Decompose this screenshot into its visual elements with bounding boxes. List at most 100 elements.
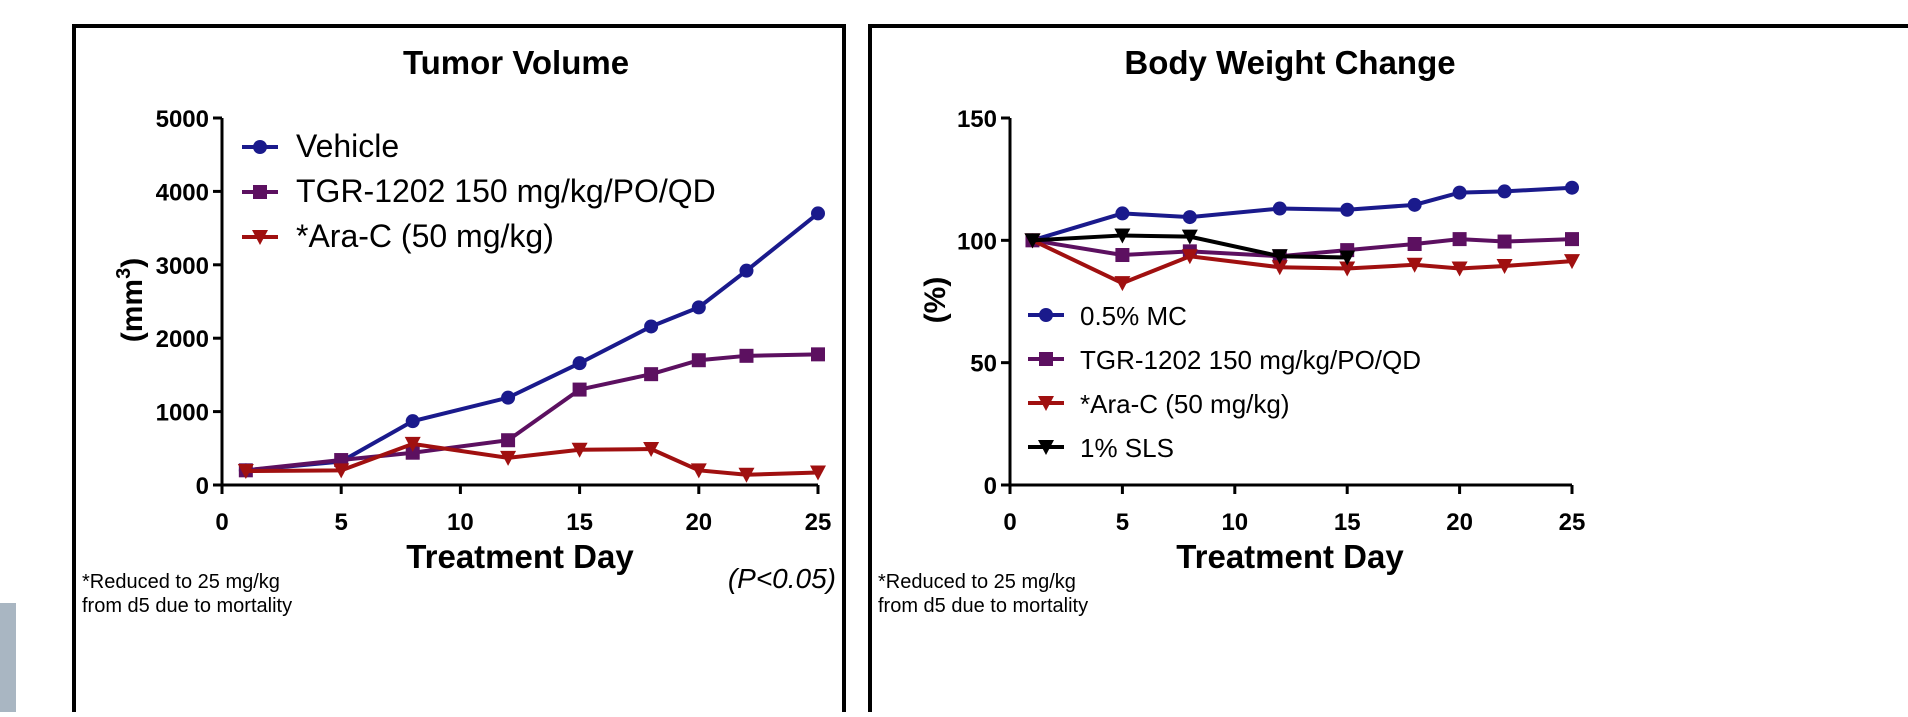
data-point: [237, 464, 254, 480]
footnote: from d5 due to mortality: [878, 595, 1088, 617]
data-point: [738, 467, 755, 483]
data-point: [644, 319, 659, 334]
data-point: [1272, 201, 1287, 216]
legend-marker: [252, 230, 268, 245]
legend-marker: [1038, 440, 1054, 455]
data-point: [1340, 202, 1355, 217]
data-point: [1271, 260, 1288, 276]
data-point: [572, 356, 587, 371]
x-tick-label: 10: [447, 509, 474, 536]
y-axis-label-sup: 3: [113, 268, 135, 279]
y-tick-label: 2000: [156, 326, 209, 353]
panel-frame: [72, 24, 846, 717]
y-tick-label: 50: [970, 351, 997, 378]
x-axis-label: Treatment Day: [1176, 538, 1404, 575]
y-axis-label: (mm3): [113, 258, 149, 342]
data-point: [690, 463, 707, 479]
data-point: [1497, 184, 1512, 199]
data-point: [739, 263, 754, 278]
data-point: [691, 353, 706, 368]
x-tick-label: 15: [1334, 509, 1361, 536]
panel-frame: [868, 24, 1908, 717]
data-point: [1452, 232, 1467, 247]
y-tick-label: 5000: [156, 106, 209, 133]
data-point: [1024, 233, 1041, 249]
data-point: [501, 433, 516, 448]
y-tick-label: 1000: [156, 400, 209, 427]
y-tick-label: 4000: [156, 179, 209, 206]
legend-entry: Vehicle: [296, 128, 399, 164]
data-point: [643, 442, 660, 458]
legend-marker: [1039, 352, 1053, 366]
data-point: [644, 367, 659, 382]
data-point: [571, 442, 588, 458]
series-line-1: [1031, 185, 1573, 243]
data-point: [1496, 259, 1513, 275]
data-point: [405, 445, 420, 460]
chart-panel-2: Body Weight Change 0 50 100 150 0 5 10 15 20 25 Tre…: [868, 24, 1908, 717]
series-line-2: [245, 352, 819, 473]
data-point: [1451, 261, 1468, 277]
data-point: [1339, 250, 1356, 266]
data-point: [404, 436, 421, 452]
y-tick-label: 150: [957, 106, 997, 133]
legend-marker: [253, 185, 267, 199]
data-point: [1565, 180, 1579, 195]
legend-entry: *Ara-C (50 mg/kg): [296, 218, 554, 254]
chart-panel-1: Tumor Volume 0 1000 2000 3000 4000 5000 0 5 10 15 2…: [72, 24, 846, 717]
data-point: [1406, 257, 1423, 273]
series-line-3: [1031, 238, 1573, 286]
y-axis-label-text: (%): [919, 277, 952, 324]
x-tick-label: 25: [805, 509, 832, 536]
x-tick-label: 5: [1116, 509, 1129, 536]
data-point: [333, 463, 350, 479]
data-point: [501, 390, 516, 405]
x-tick-label: 25: [1559, 509, 1586, 536]
data-point: [1271, 249, 1288, 265]
data-point: [1115, 206, 1130, 221]
x-tick-label: 20: [685, 509, 712, 536]
data-point: [1114, 276, 1131, 292]
data-point: [1114, 228, 1131, 244]
data-point: [1182, 210, 1197, 225]
footnote: *Reduced to 25 mg/kg: [82, 571, 280, 593]
y-axis-label-close: ): [116, 258, 149, 268]
legend-marker: [1039, 308, 1053, 322]
p-value-label: (P<0.05): [728, 563, 836, 594]
legend-entry: 0.5% MC: [1080, 301, 1187, 331]
data-point: [811, 206, 825, 221]
legend-entry: 1% SLS: [1080, 433, 1174, 463]
data-point: [1339, 261, 1356, 277]
series-line-2: [1032, 237, 1573, 259]
x-tick-label: 15: [566, 509, 593, 536]
legend-entry: TGR-1202 150 mg/kg/PO/QD: [1080, 345, 1421, 375]
legend-entry: *Ara-C (50 mg/kg): [1080, 389, 1290, 419]
x-axis-label: Treatment Day: [406, 538, 634, 575]
y-axis-label: (%): [919, 277, 952, 324]
data-point: [1407, 237, 1422, 252]
chart-title: Tumor Volume: [403, 44, 629, 81]
x-tick-label: 0: [215, 509, 228, 536]
data-point: [1565, 232, 1579, 247]
data-point: [1115, 248, 1130, 263]
y-tick-label: 0: [984, 473, 997, 500]
legend-entry: TGR-1202 150 mg/kg/PO/QD: [296, 173, 716, 209]
data-point: [810, 465, 826, 481]
footnote: *Reduced to 25 mg/kg: [878, 571, 1076, 593]
data-point: [1181, 249, 1198, 265]
legend-marker: [1038, 396, 1054, 411]
data-point: [572, 382, 587, 397]
legend-marker: [253, 140, 267, 154]
y-tick-label: 0: [196, 473, 209, 500]
data-point: [1181, 229, 1198, 245]
data-point: [691, 300, 706, 315]
x-tick-label: 0: [1003, 509, 1016, 536]
footnote: from d5 due to mortality: [82, 595, 292, 617]
x-tick-label: 10: [1221, 509, 1248, 536]
data-point: [1497, 234, 1512, 249]
data-point: [739, 348, 754, 363]
chart-title: Body Weight Change: [1124, 44, 1455, 81]
data-point: [405, 414, 420, 429]
data-point: [1452, 185, 1467, 200]
y-tick-label: 100: [957, 228, 997, 255]
